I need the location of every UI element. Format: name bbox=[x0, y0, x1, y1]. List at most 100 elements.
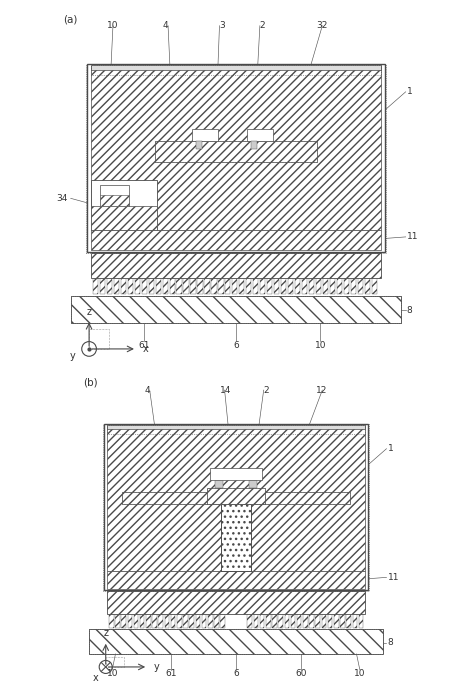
Text: 32: 32 bbox=[316, 21, 328, 30]
Bar bbox=[91, 253, 381, 279]
Bar bbox=[89, 629, 383, 654]
Bar bbox=[344, 279, 349, 294]
Text: 1: 1 bbox=[407, 87, 413, 96]
Bar bbox=[177, 614, 182, 628]
Text: 8: 8 bbox=[407, 306, 413, 315]
Text: 11: 11 bbox=[407, 232, 418, 241]
Bar bbox=[340, 614, 345, 628]
Bar bbox=[155, 141, 317, 161]
Bar bbox=[232, 279, 237, 294]
Bar bbox=[104, 424, 368, 590]
Bar bbox=[278, 614, 283, 628]
Text: 3: 3 bbox=[219, 21, 225, 30]
Text: 12: 12 bbox=[316, 385, 327, 394]
Bar bbox=[189, 614, 194, 628]
Bar bbox=[100, 186, 129, 206]
Bar bbox=[204, 279, 210, 294]
Bar bbox=[165, 614, 169, 628]
Text: 4: 4 bbox=[145, 385, 151, 394]
Bar bbox=[134, 614, 138, 628]
Bar bbox=[219, 279, 224, 294]
Bar bbox=[71, 296, 401, 323]
Bar bbox=[91, 180, 157, 229]
Bar bbox=[91, 229, 381, 249]
Bar bbox=[288, 279, 293, 294]
Bar bbox=[253, 614, 258, 628]
Bar bbox=[260, 614, 264, 628]
Bar bbox=[140, 614, 144, 628]
Bar bbox=[247, 128, 273, 141]
Text: 6: 6 bbox=[233, 341, 239, 350]
Bar bbox=[353, 614, 357, 628]
Bar bbox=[91, 65, 381, 76]
Bar bbox=[215, 480, 223, 488]
Bar bbox=[122, 492, 350, 504]
Bar bbox=[87, 64, 385, 252]
Bar bbox=[221, 504, 251, 571]
Bar bbox=[208, 614, 212, 628]
Bar bbox=[121, 614, 126, 628]
Bar bbox=[121, 279, 126, 294]
Bar bbox=[323, 279, 328, 294]
Bar bbox=[191, 279, 195, 294]
Text: 10: 10 bbox=[107, 669, 118, 678]
Bar bbox=[309, 279, 314, 294]
Bar bbox=[328, 614, 332, 628]
Bar bbox=[107, 571, 365, 589]
Text: 60: 60 bbox=[295, 669, 307, 678]
Bar bbox=[89, 328, 110, 349]
Bar bbox=[330, 279, 335, 294]
Bar bbox=[107, 425, 365, 434]
Text: 8: 8 bbox=[388, 638, 393, 647]
Bar bbox=[71, 296, 401, 323]
Bar bbox=[351, 279, 356, 294]
Bar bbox=[221, 504, 251, 571]
Bar bbox=[272, 614, 277, 628]
Text: (a): (a) bbox=[63, 15, 78, 25]
Bar bbox=[281, 279, 287, 294]
Bar bbox=[149, 279, 154, 294]
Text: x: x bbox=[143, 344, 149, 354]
Bar bbox=[86, 64, 386, 253]
Bar bbox=[103, 423, 369, 591]
Bar bbox=[152, 614, 157, 628]
Bar bbox=[239, 279, 244, 294]
Bar bbox=[359, 614, 363, 628]
Bar bbox=[127, 279, 133, 294]
Bar bbox=[122, 492, 350, 504]
Bar bbox=[225, 279, 230, 294]
Text: 4: 4 bbox=[162, 21, 168, 30]
Bar bbox=[251, 141, 257, 149]
Bar bbox=[297, 614, 302, 628]
Bar bbox=[184, 279, 189, 294]
Bar bbox=[107, 426, 365, 571]
Bar bbox=[197, 279, 202, 294]
Bar bbox=[162, 279, 168, 294]
Bar bbox=[107, 591, 365, 614]
Text: 6: 6 bbox=[233, 669, 239, 678]
Bar bbox=[247, 614, 252, 628]
Text: 2: 2 bbox=[263, 385, 269, 394]
Bar bbox=[315, 614, 320, 628]
Bar bbox=[358, 279, 363, 294]
Bar bbox=[253, 279, 258, 294]
Bar bbox=[107, 426, 365, 429]
Bar bbox=[214, 614, 219, 628]
Text: 10: 10 bbox=[315, 341, 326, 350]
Bar bbox=[266, 614, 270, 628]
Bar bbox=[109, 614, 114, 628]
Bar bbox=[89, 629, 383, 654]
Bar bbox=[365, 279, 370, 294]
Bar bbox=[211, 279, 217, 294]
Bar bbox=[107, 279, 112, 294]
Text: 61: 61 bbox=[165, 669, 177, 678]
Bar bbox=[183, 614, 188, 628]
Bar bbox=[91, 65, 381, 70]
Bar bbox=[171, 614, 176, 628]
Bar bbox=[169, 279, 175, 294]
Bar bbox=[195, 141, 202, 149]
Bar bbox=[192, 128, 218, 141]
Bar bbox=[135, 279, 140, 294]
Text: 10: 10 bbox=[108, 21, 119, 30]
Bar bbox=[291, 614, 295, 628]
